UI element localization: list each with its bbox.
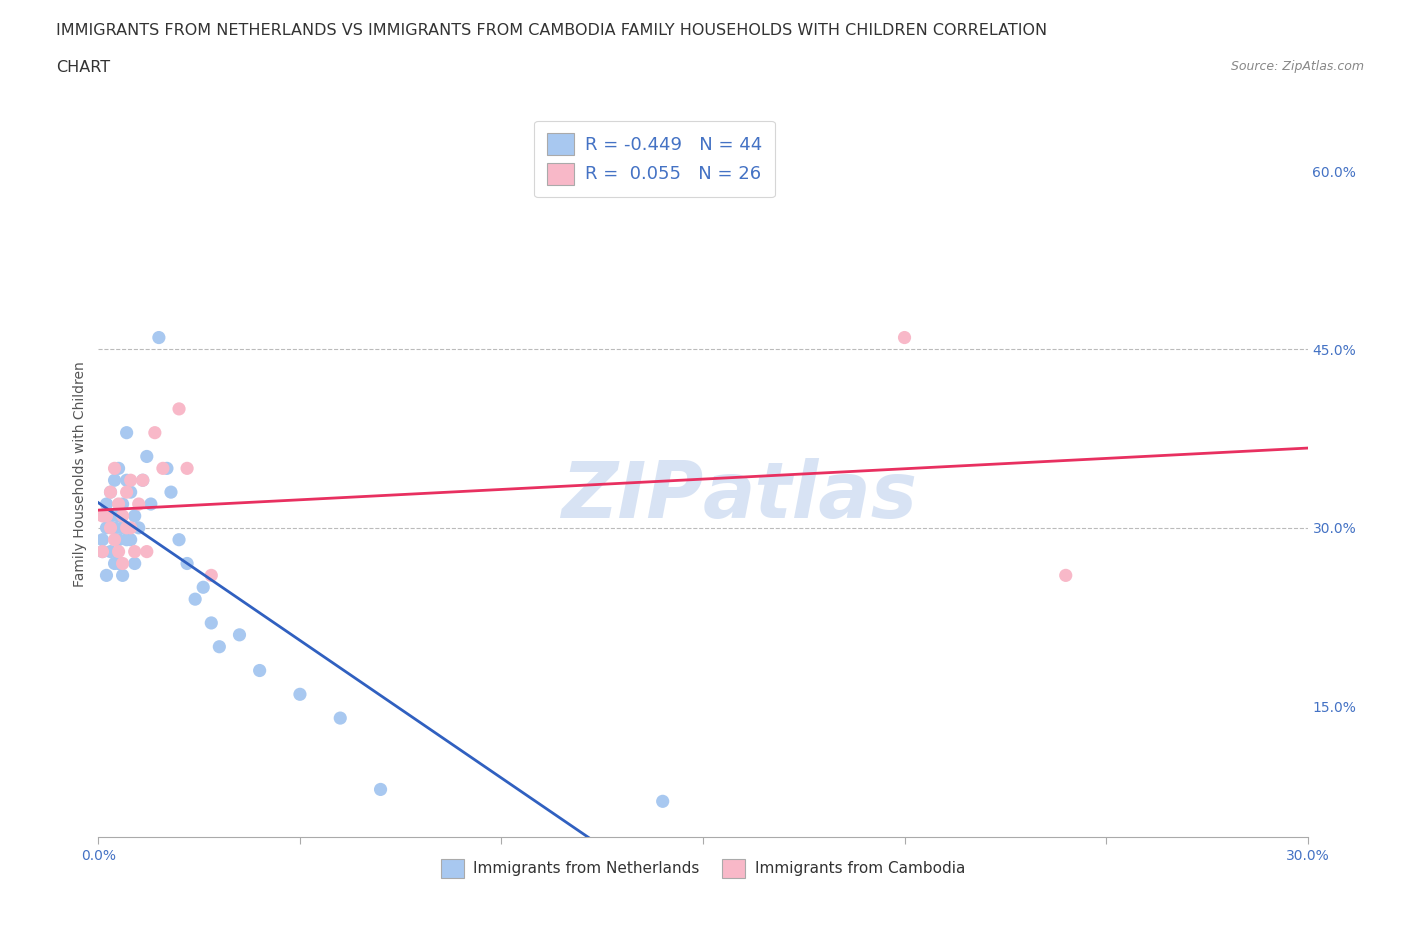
Point: [152, 461, 174, 476]
Point: [91, 544, 114, 559]
Point: [120, 472, 142, 487]
Point: [139, 497, 162, 512]
Point: [100, 485, 122, 499]
Point: [1054, 568, 1077, 583]
Point: [200, 568, 222, 583]
Point: [143, 425, 166, 440]
Point: [135, 544, 157, 559]
Point: [132, 472, 155, 487]
Point: [156, 461, 179, 476]
Point: [148, 330, 170, 345]
Point: [107, 497, 129, 512]
Point: [228, 628, 250, 643]
Point: [893, 330, 915, 345]
Point: [249, 663, 271, 678]
Point: [96, 509, 118, 524]
Point: [91, 544, 114, 559]
Point: [200, 616, 222, 631]
Text: CHART: CHART: [56, 60, 110, 75]
Point: [120, 521, 142, 536]
Point: [132, 472, 155, 487]
Point: [91, 509, 114, 524]
Point: [91, 532, 114, 547]
Point: [111, 556, 134, 571]
Point: [115, 532, 138, 547]
Point: [96, 568, 118, 583]
Point: [135, 449, 157, 464]
Point: [128, 497, 150, 512]
Point: [96, 497, 118, 512]
Point: [124, 556, 146, 571]
Text: ZIP: ZIP: [561, 458, 703, 534]
Point: [115, 472, 138, 487]
Point: [111, 497, 134, 512]
Point: [107, 556, 129, 571]
Y-axis label: Family Households with Children: Family Households with Children: [73, 362, 87, 587]
Point: [370, 782, 392, 797]
Point: [167, 532, 190, 547]
Point: [115, 485, 138, 499]
Point: [107, 461, 129, 476]
Point: [100, 544, 122, 559]
Point: [651, 794, 673, 809]
Point: [128, 521, 150, 536]
Point: [176, 461, 198, 476]
Point: [208, 639, 231, 654]
Point: [103, 532, 125, 547]
Legend: Immigrants from Netherlands, Immigrants from Cambodia: Immigrants from Netherlands, Immigrants …: [434, 853, 972, 884]
Point: [176, 556, 198, 571]
Point: [100, 509, 122, 524]
Point: [107, 509, 129, 524]
Point: [167, 402, 190, 417]
Point: [329, 711, 352, 725]
Point: [124, 509, 146, 524]
Point: [96, 521, 118, 536]
Point: [103, 521, 125, 536]
Point: [124, 544, 146, 559]
Point: [111, 509, 134, 524]
Point: [288, 687, 311, 702]
Point: [107, 532, 129, 547]
Text: IMMIGRANTS FROM NETHERLANDS VS IMMIGRANTS FROM CAMBODIA FAMILY HOUSEHOLDS WITH C: IMMIGRANTS FROM NETHERLANDS VS IMMIGRANT…: [56, 23, 1047, 38]
Point: [111, 521, 134, 536]
Point: [103, 472, 125, 487]
Point: [184, 591, 207, 606]
Point: [100, 521, 122, 536]
Point: [120, 485, 142, 499]
Point: [100, 485, 122, 499]
Point: [193, 579, 215, 594]
Point: [103, 461, 125, 476]
Point: [115, 521, 138, 536]
Point: [160, 485, 183, 499]
Point: [107, 544, 129, 559]
Point: [103, 556, 125, 571]
Point: [111, 568, 134, 583]
Text: atlas: atlas: [703, 458, 918, 534]
Point: [115, 425, 138, 440]
Point: [120, 532, 142, 547]
Text: Source: ZipAtlas.com: Source: ZipAtlas.com: [1230, 60, 1364, 73]
